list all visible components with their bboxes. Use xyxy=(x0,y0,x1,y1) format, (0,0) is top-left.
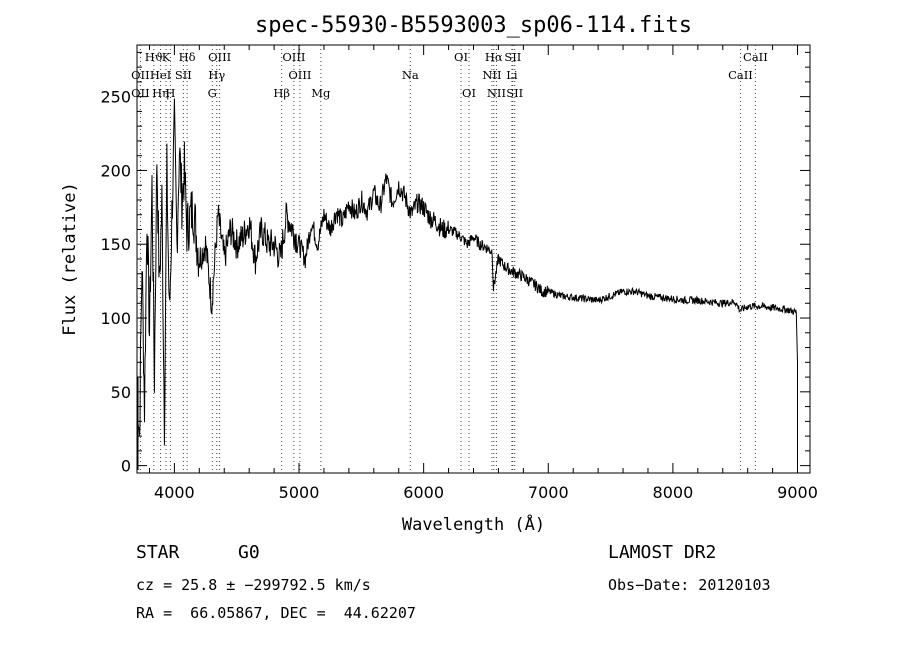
spectral-line-label: OIII xyxy=(282,50,305,64)
spectral-line-label: SII xyxy=(504,50,521,64)
spectral-line-label: OII xyxy=(131,86,150,100)
x-tick-label: 7000 xyxy=(528,483,569,502)
spectral-line-label: Hδ xyxy=(179,50,196,64)
spectral-line-label: CaII xyxy=(743,50,768,64)
x-tick-label: 9000 xyxy=(777,483,818,502)
spectral-line-label: H xyxy=(165,86,175,100)
x-tick-label: 6000 xyxy=(403,483,444,502)
spectral-line-label: Mg xyxy=(311,86,331,100)
spectral-line-label: CaII xyxy=(728,68,753,82)
subclass-label: G0 xyxy=(238,542,260,563)
y-tick-label: 200 xyxy=(100,161,131,180)
spectral-line-label: OII xyxy=(131,68,150,82)
y-tick-label: 250 xyxy=(100,88,131,107)
spectral-line-label: OIII xyxy=(288,68,311,82)
spectral-line-label: K xyxy=(162,50,171,64)
coordinates-text: RA = 66.05867, DEC = 44.62207 xyxy=(136,604,416,622)
spectral-line-label: Hϑ xyxy=(145,50,163,64)
spectral-line-label: Hα xyxy=(485,50,503,64)
class-label: STAR xyxy=(136,542,180,563)
spectral-line-label: Na xyxy=(402,68,419,82)
chart-title: spec-55930-B5593003_sp06-114.fits xyxy=(255,13,692,38)
spectral-line-label: G xyxy=(208,86,217,100)
spectral-line-label: OIII xyxy=(208,50,231,64)
spectral-line-label: Hγ xyxy=(208,68,225,82)
y-tick-label: 100 xyxy=(100,309,131,328)
x-axis-label: Wavelength (Å) xyxy=(402,513,545,535)
y-tick-label: 0 xyxy=(121,457,131,476)
spectral-line-label: NII xyxy=(482,68,501,82)
y-tick-label: 150 xyxy=(100,235,131,254)
spectrum-line xyxy=(136,98,798,466)
spectral-line-label: Hβ xyxy=(273,86,290,100)
y-tick-label: 50 xyxy=(111,383,131,402)
spectral-line-label: SII xyxy=(175,68,192,82)
redshift-text: cz = 25.8 ± −299792.5 km/s xyxy=(136,576,371,594)
spectral-line-label: SII xyxy=(506,86,523,100)
plot-frame xyxy=(136,44,811,474)
survey-label: LAMOST DR2 xyxy=(608,542,717,563)
spectral-line-label: HeI xyxy=(150,68,171,82)
obs-date-text: Obs−Date: 20120103 xyxy=(608,576,771,594)
spectral-line-label: Li xyxy=(506,68,518,82)
y-axis-label: Flux (relative) xyxy=(60,182,80,336)
spectral-line-label: OI xyxy=(462,86,476,100)
spectral-line-label: NII xyxy=(487,86,506,100)
spectral-line-label: Hη xyxy=(152,86,169,100)
spectral-line-label: OI xyxy=(454,50,468,64)
x-tick-label: 4000 xyxy=(154,483,195,502)
x-tick-label: 5000 xyxy=(279,483,320,502)
x-tick-label: 8000 xyxy=(653,483,694,502)
